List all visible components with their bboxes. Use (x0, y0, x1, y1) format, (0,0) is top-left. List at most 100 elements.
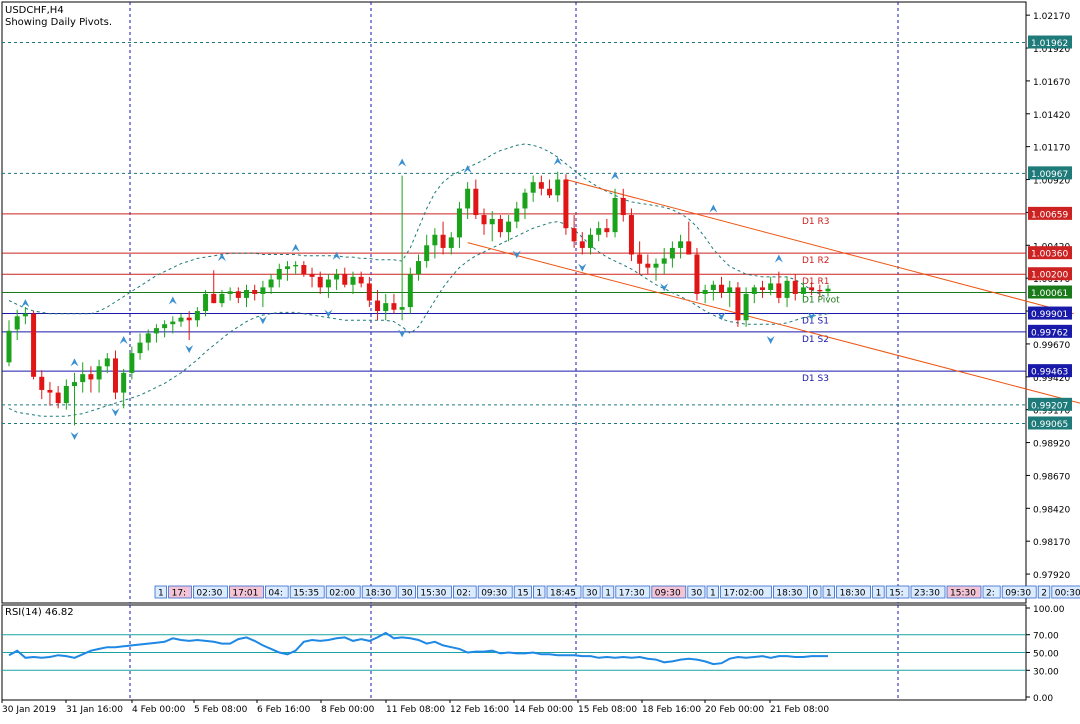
candle-body (604, 228, 610, 233)
time-tick-label: 8 Feb 00:00 (321, 705, 375, 715)
candle-body (334, 274, 340, 280)
price-level-tag-text: 1.00967 (1031, 170, 1068, 180)
time-tag-box (397, 585, 416, 599)
rsi-tick-label: 0.00 (1033, 694, 1053, 704)
time-tag-box (720, 585, 772, 599)
time-tags-row: 1 17: 02:30 17:01 04: 15:35 02:00 18:30 30 15:30 0… (154, 585, 1080, 599)
time-tag-box (651, 585, 687, 599)
envelope-bands (8, 143, 829, 417)
fractal-down-marker (185, 345, 194, 354)
candle-body (219, 293, 225, 304)
time-tag-text: 1 (826, 589, 832, 599)
time-tag-box (228, 585, 264, 599)
price-tick-label: 1.01920 (1033, 45, 1070, 55)
time-tag-text: 18:30 (365, 589, 391, 599)
price-level-tag-text: 1.00659 (1031, 210, 1068, 220)
time-tick-label: 31 Jan 16:00 (66, 705, 123, 715)
candle-body (194, 311, 200, 321)
fractal-up-marker (291, 243, 300, 252)
price-level-tag-text: 1.00360 (1031, 250, 1068, 260)
candle-body (759, 287, 765, 291)
candle-body (178, 317, 184, 322)
candle-body (407, 274, 413, 308)
fractal-up-marker (463, 165, 472, 174)
price-level-tag (1028, 246, 1072, 260)
candle-body (751, 287, 757, 294)
candle-body (481, 215, 487, 225)
level-label: D1 R1 (802, 277, 830, 287)
pivot-levels: D1 R3 D1 R2 D1 R1 D1 Pivot D1 S1 D1 S2 D1 S3 (2, 42, 1026, 424)
level-label: D1 Pivot (802, 296, 840, 306)
candle-body (325, 279, 331, 288)
candle-body (88, 374, 94, 380)
time-tag-text: 18:30 (840, 589, 866, 599)
fractal-up-marker (774, 254, 783, 263)
time-tag-box (982, 585, 1001, 599)
candle-body (653, 263, 659, 268)
time-tag-text: 23:30 (914, 589, 940, 599)
candle-body (465, 188, 471, 209)
rsi-tick-label: 100.00 (1033, 605, 1065, 615)
level-label: D1 R3 (802, 217, 830, 227)
time-tag-text: 15 (517, 589, 528, 599)
price-level-tag-text: 0.99065 (1031, 420, 1068, 430)
time-tag-text: 15:30 (950, 589, 976, 599)
candle-body (284, 266, 290, 269)
trend-channel (467, 179, 1080, 404)
price-level-tag (1028, 416, 1072, 430)
time-tag-text: 09:30 (655, 589, 681, 599)
price-tick-label: 1.01420 (1033, 111, 1070, 121)
candle-body (702, 290, 708, 294)
time-tag-text: 1 (876, 589, 882, 599)
candle-body (694, 254, 700, 294)
fractal-up-marker (398, 158, 407, 167)
time-tag-text: 17: (172, 589, 186, 599)
price-level-tag-text: 0.99762 (1031, 328, 1068, 338)
price-level-tag (1028, 166, 1072, 180)
price-level-tag-text: 0.99463 (1031, 368, 1068, 378)
time-tag-box (687, 585, 706, 599)
candle-body (211, 293, 217, 304)
candle-body (686, 241, 692, 255)
candle-body (162, 324, 168, 329)
grid (129, 2, 899, 700)
candle-body (186, 317, 192, 321)
candle-body (55, 392, 61, 404)
time-tag-text: 1 (605, 589, 611, 599)
candle-body (547, 188, 553, 196)
time-tag-text: 18:45 (550, 589, 576, 599)
candle-body (309, 274, 315, 277)
price-level-tag-text: 0.99207 (1031, 401, 1068, 411)
time-tag-box (154, 585, 168, 599)
candle-body (719, 284, 725, 293)
time-tag-text: 1 (536, 589, 542, 599)
time-tag-text: 09:30 (481, 589, 507, 599)
fractal-down-marker (258, 316, 267, 325)
time-tag-text: 15: (889, 589, 903, 599)
fractal-up-marker (611, 171, 620, 180)
candle-body (538, 182, 544, 189)
time-tick-label: 14 Feb 00:00 (514, 705, 573, 715)
fractal-down-marker (324, 309, 333, 318)
time-tag-text: 2 (1041, 589, 1047, 599)
time-tag-box (416, 585, 452, 599)
time-tag-box (1001, 585, 1037, 599)
time-tick-label: 30 Jan 2019 (2, 705, 56, 715)
candle-body (252, 290, 258, 294)
candle-body (743, 293, 749, 321)
time-tag-box (706, 585, 720, 599)
time-tag-text: 00:30 (1055, 589, 1080, 599)
time-tag-text: 15:30 (420, 589, 446, 599)
time-tag-text: 0 (812, 589, 818, 599)
candle-body (14, 316, 20, 330)
candle-body (227, 291, 233, 294)
candle-body (112, 358, 118, 393)
time-tick-label: 18 Feb 16:00 (642, 705, 701, 715)
time-tag-text: 15:35 (293, 589, 319, 599)
time-tag-box (773, 585, 808, 599)
candle-body (416, 261, 421, 275)
time-tag-box (872, 585, 885, 599)
price-level-tag (1028, 267, 1072, 281)
time-tag-box (1037, 585, 1051, 599)
